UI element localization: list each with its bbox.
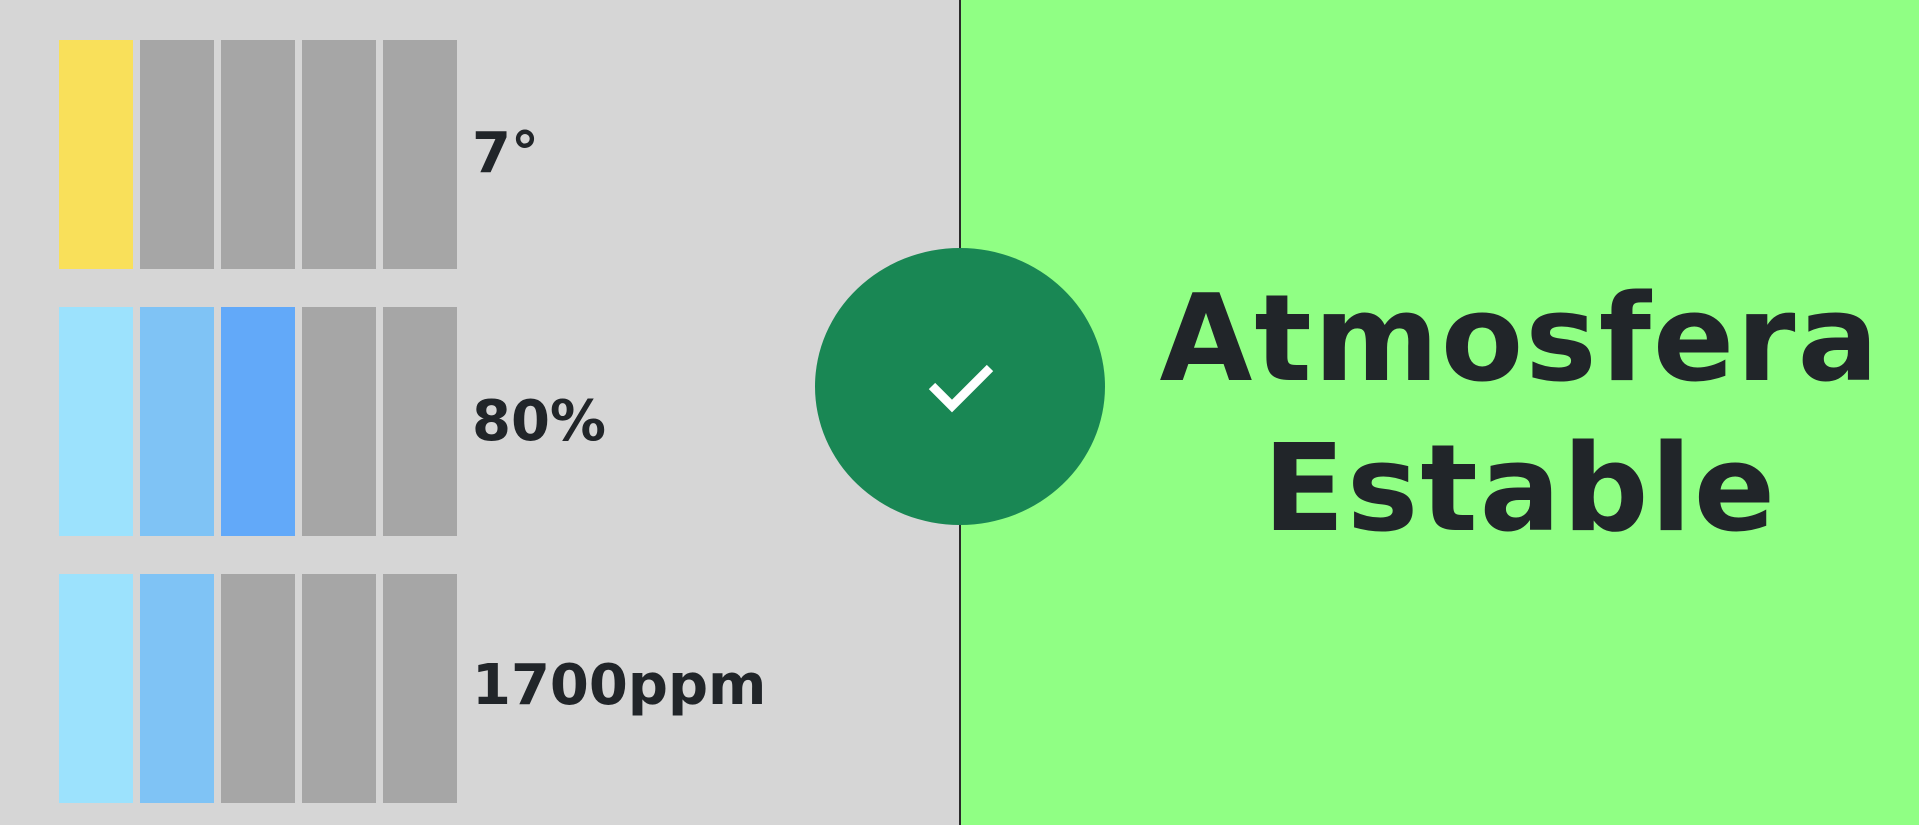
- temperature-value: 7°: [472, 121, 539, 186]
- humidity-level-bar: [59, 307, 459, 536]
- status-indicator: [815, 248, 1105, 525]
- level-segment: [221, 574, 295, 803]
- level-segment: [383, 40, 457, 269]
- level-segment: [383, 307, 457, 536]
- level-segment: [302, 307, 376, 536]
- level-segment: [59, 307, 133, 536]
- humidity-value: 80%: [472, 389, 607, 454]
- check-icon: [928, 364, 994, 412]
- humidity-row: 80%: [59, 307, 909, 536]
- status-message: Atmosfera Estable: [1120, 265, 1919, 565]
- level-segment: [383, 574, 457, 803]
- status-panel: [961, 0, 1919, 825]
- level-segment: [59, 574, 133, 803]
- co2-row: 1700ppm: [59, 574, 909, 803]
- level-segment: [221, 40, 295, 269]
- level-segment: [221, 307, 295, 536]
- co2-value: 1700ppm: [472, 653, 767, 718]
- level-segment: [140, 574, 214, 803]
- status-line-2: Estable: [1262, 420, 1778, 559]
- temperature-row: 7°: [59, 40, 909, 269]
- temperature-level-bar: [59, 40, 459, 269]
- status-line-1: Atmosfera: [1159, 270, 1881, 409]
- co2-level-bar: [59, 574, 459, 803]
- level-segment: [140, 307, 214, 536]
- level-segment: [302, 574, 376, 803]
- level-segment: [59, 40, 133, 269]
- metrics-panel: 7° 80% 1700ppm: [0, 0, 959, 825]
- level-segment: [140, 40, 214, 269]
- level-segment: [302, 40, 376, 269]
